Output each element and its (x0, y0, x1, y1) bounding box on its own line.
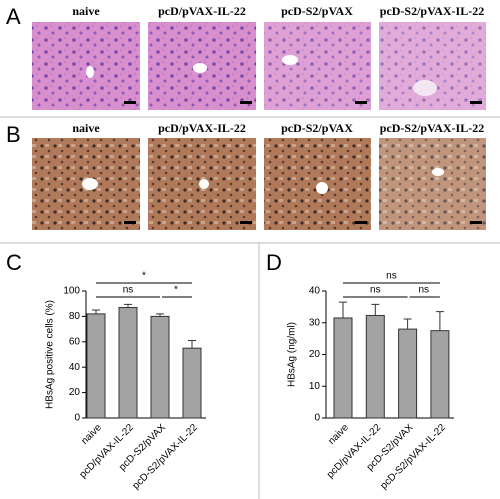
micrograph (379, 22, 486, 110)
micrograph (264, 138, 371, 230)
column-label: pcD/pVAX-IL-22 (158, 4, 246, 18)
y-tick-label: 100 (63, 286, 80, 297)
x-tick-label: pcD-S2/pVAX-IL-22 (379, 422, 449, 492)
y-tick-label: 0 (74, 413, 80, 424)
bar (365, 314, 385, 419)
vessel (413, 80, 437, 96)
bar (182, 347, 202, 419)
comparison-label: ns (123, 285, 134, 296)
panel-label: D (266, 250, 282, 275)
images (32, 22, 486, 230)
micrograph (264, 22, 371, 110)
bar (398, 328, 418, 419)
bar (86, 313, 106, 419)
y-axis-label: HBsAg positive cells (%) (45, 300, 56, 409)
column-label: naive (72, 121, 100, 135)
y-tick-label: 40 (309, 286, 321, 297)
vessel (282, 55, 298, 65)
error-bar (339, 301, 347, 318)
panel-label: C (6, 250, 22, 275)
error-bar (188, 340, 196, 349)
vessel (199, 179, 209, 189)
error-bar (92, 309, 100, 314)
comparison-label: ns (386, 271, 397, 282)
comparison-label: * (174, 285, 178, 296)
vessel (432, 168, 444, 176)
error-bar (371, 303, 380, 316)
error-bar (156, 313, 164, 317)
column-label: pcD-S2/pVAX (281, 121, 353, 135)
column-label: pcD/pVAX-IL-22 (158, 121, 246, 135)
comparison-label: ns (370, 285, 381, 296)
column-label: pcD-S2/pVAX-IL-22 (380, 4, 484, 18)
y-tick-label: 30 (309, 317, 321, 328)
x-tick-label: naive (79, 422, 104, 447)
scale-bars (124, 101, 482, 224)
y-tick-label: 10 (309, 381, 321, 392)
y-tick-label: 80 (69, 311, 81, 322)
micrograph (32, 22, 140, 110)
bar (333, 317, 353, 419)
y-tick-label: 0 (314, 413, 320, 424)
y-tick-label: 20 (309, 349, 321, 360)
y-tick-label: 20 (69, 387, 81, 398)
y-axis-label: HBsAg (ng/ml) (287, 322, 298, 387)
micrograph (379, 138, 486, 230)
column-label: naive (72, 4, 100, 18)
comparison-label: * (142, 271, 146, 282)
vessel (193, 63, 207, 73)
y-tick-label: 40 (69, 362, 81, 373)
vessel (316, 182, 328, 194)
bar (118, 307, 138, 419)
error-bar (435, 311, 444, 331)
bar (150, 315, 170, 419)
column-label: pcD-S2/pVAX-IL-22 (380, 121, 484, 135)
vessel (82, 178, 98, 190)
error-bar (403, 318, 412, 330)
panel-label: B (6, 122, 21, 147)
comparison-label: ns (418, 285, 429, 296)
x-tick-label: naive (326, 422, 351, 447)
error-bar (124, 303, 132, 308)
panel-label: A (6, 4, 21, 29)
vessel (86, 66, 94, 78)
bar (430, 330, 450, 419)
y-tick-label: 60 (69, 336, 81, 347)
column-label: pcD-S2/pVAX (281, 4, 353, 18)
